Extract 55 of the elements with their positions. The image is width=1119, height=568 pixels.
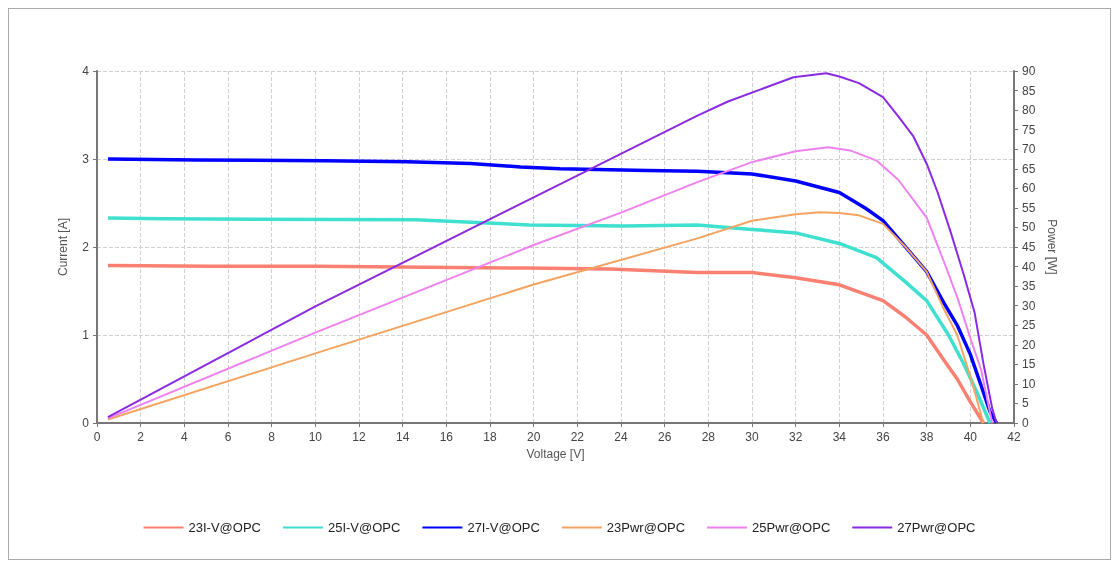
legend-label: 27I-V@OPC <box>467 520 540 535</box>
y2-tick-label: 35 <box>1022 279 1036 294</box>
legend-label: 27Pwr@OPC <box>897 520 976 535</box>
x-tick-label: 22 <box>570 430 585 444</box>
x-tick-label: 40 <box>963 430 978 444</box>
y2-tick-label: 50 <box>1022 220 1036 235</box>
y-tick-label: 1 <box>82 328 90 342</box>
y2-tick-label: 45 <box>1022 240 1036 254</box>
legend-label: 25Pwr@OPC <box>752 520 831 535</box>
y2-tick-label: 85 <box>1022 83 1036 98</box>
y-tick-label: 4 <box>82 64 90 78</box>
x-tick-label: 14 <box>395 430 410 444</box>
x-tick-label: 28 <box>701 430 716 444</box>
y2-tick-label: 65 <box>1022 161 1036 176</box>
x-tick-label: 42 <box>1007 430 1021 444</box>
y2-tick-label: 60 <box>1022 181 1036 196</box>
x-tick-label: 18 <box>483 430 497 444</box>
y2-tick-label: 0 <box>1022 416 1029 430</box>
x-tick-label: 10 <box>308 430 323 444</box>
legend-label: 23Pwr@OPC <box>606 520 686 535</box>
legend-label: 25I-V@OPC <box>327 520 401 535</box>
x-tick-label: 20 <box>526 430 541 444</box>
y2-tick-label: 40 <box>1022 259 1036 274</box>
y2-tick-label: 80 <box>1022 103 1036 118</box>
x-tick-label: 4 <box>180 430 188 444</box>
y2-axis-title: Power [W] <box>1045 219 1060 275</box>
y2-tick-label: 30 <box>1022 298 1036 313</box>
x-tick-label: 6 <box>224 430 232 444</box>
y-tick-label: 0 <box>82 416 90 430</box>
y2-tick-label: 20 <box>1022 337 1036 352</box>
y2-tick-label: 25 <box>1022 318 1036 333</box>
x-tick-label: 8 <box>268 430 276 444</box>
y2-tick-label: 70 <box>1022 142 1036 157</box>
x-tick-label: 2 <box>137 430 145 444</box>
y2-tick-label: 15 <box>1022 357 1036 372</box>
x-axis-title: Voltage [V] <box>526 446 585 461</box>
x-tick-label: 36 <box>876 430 890 444</box>
legend-label: 23I-V@OPC <box>188 520 261 535</box>
y-axis-title: Current [A] <box>56 217 70 277</box>
y2-tick-label: 55 <box>1022 200 1036 215</box>
y2-tick-label: 10 <box>1022 376 1036 391</box>
x-tick-label: 12 <box>352 430 366 444</box>
x-tick-label: 34 <box>832 430 847 444</box>
x-tick-label: 30 <box>745 430 759 444</box>
x-tick-label: 0 <box>93 430 101 444</box>
y2-tick-label: 90 <box>1022 64 1036 78</box>
x-tick-label: 32 <box>788 430 803 444</box>
x-tick-label: 24 <box>614 430 628 444</box>
y-tick-label: 2 <box>82 240 90 254</box>
x-tick-label: 38 <box>919 430 934 444</box>
x-tick-label: 26 <box>657 430 672 444</box>
y2-tick-label: 5 <box>1022 396 1029 411</box>
y-tick-label: 3 <box>82 152 90 166</box>
y2-tick-label: 75 <box>1022 122 1036 137</box>
x-tick-label: 16 <box>439 430 454 444</box>
